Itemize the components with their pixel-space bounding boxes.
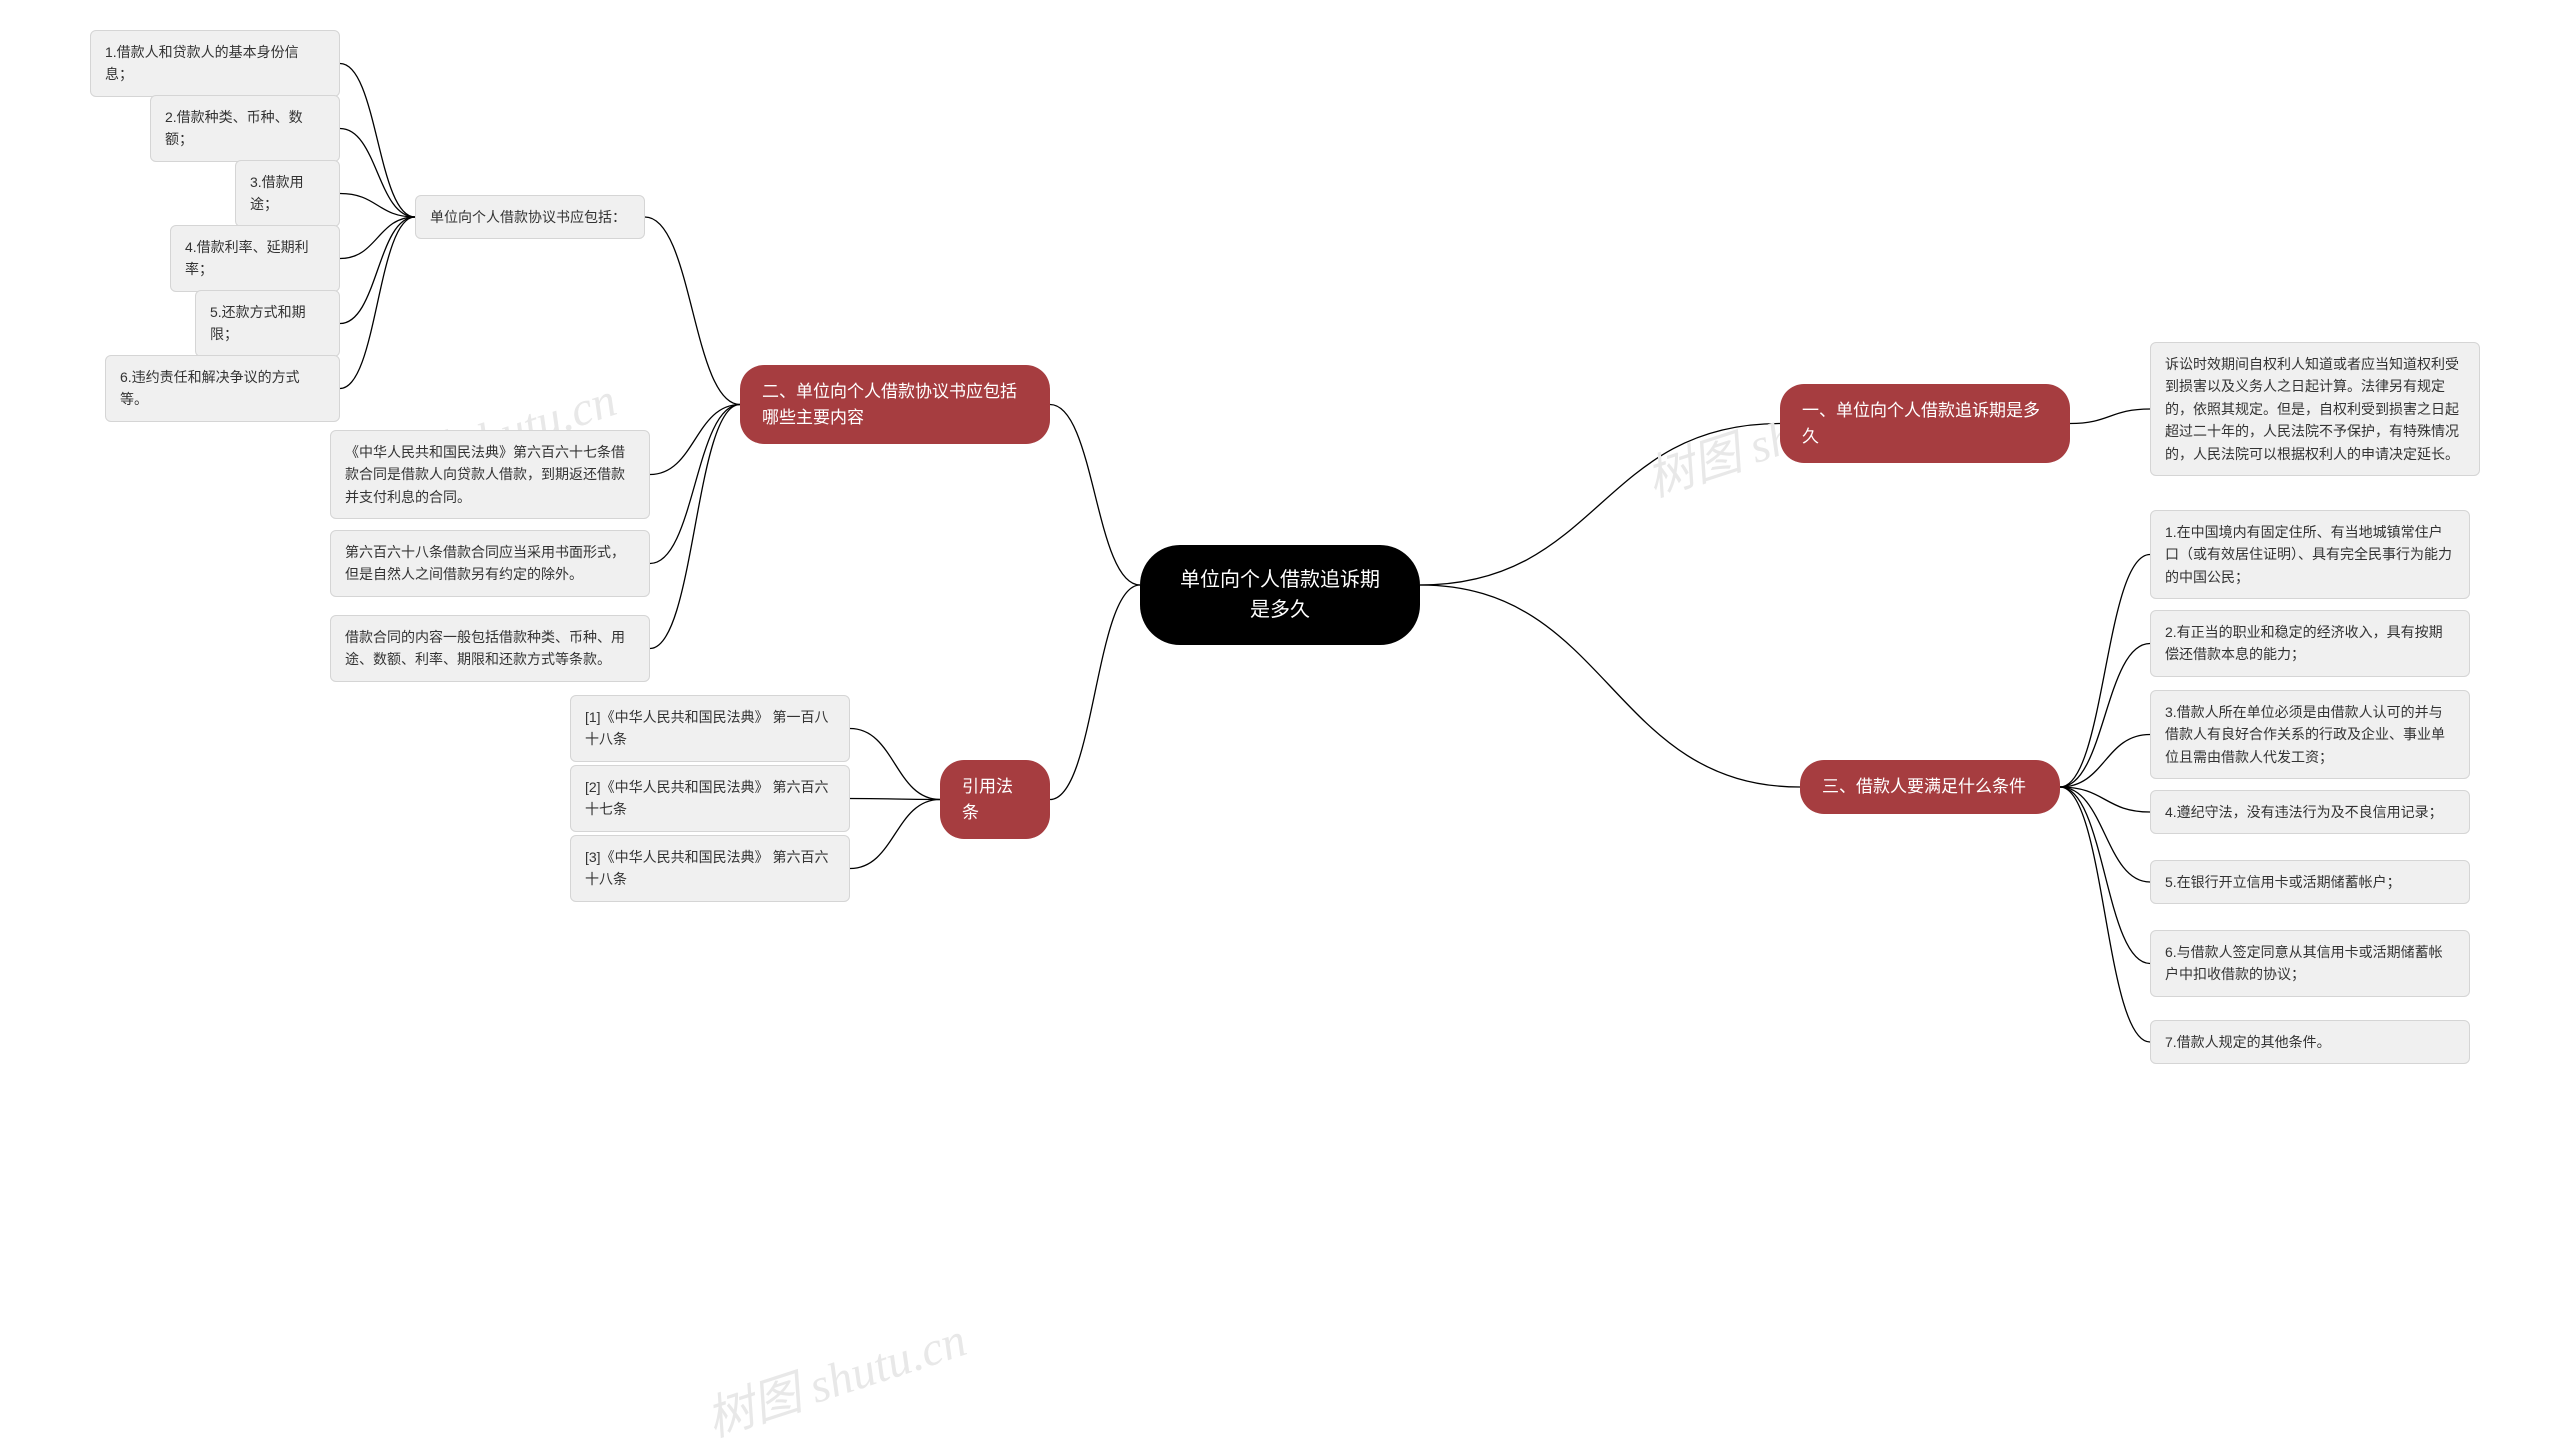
leaf-node[interactable]: 5.还款方式和期限； [195, 290, 340, 357]
leaf-node[interactable]: [1]《中华人民共和国民法典》 第一百八十八条 [570, 695, 850, 762]
leaf-node[interactable]: 单位向个人借款协议书应包括： [415, 195, 645, 239]
leaf-node[interactable]: 6.违约责任和解决争议的方式等。 [105, 355, 340, 422]
leaf-node[interactable]: 4.遵纪守法，没有违法行为及不良信用记录； [2150, 790, 2470, 834]
leaf-node[interactable]: 3.借款用途； [235, 160, 340, 227]
leaf-node[interactable]: 6.与借款人签定同意从其信用卡或活期储蓄帐户中扣收借款的协议； [2150, 930, 2470, 997]
leaf-node[interactable]: 第六百六十八条借款合同应当采用书面形式，但是自然人之间借款另有约定的除外。 [330, 530, 650, 597]
center-node[interactable]: 单位向个人借款追诉期是多久 [1140, 545, 1420, 645]
branch-node-b1[interactable]: 一、单位向个人借款追诉期是多久 [1780, 384, 2070, 463]
leaf-node[interactable]: 《中华人民共和国民法典》第六百六十七条借款合同是借款人向贷款人借款，到期返还借款… [330, 430, 650, 519]
branch-node-b4[interactable]: 引用法条 [940, 760, 1050, 839]
leaf-node[interactable]: 2.借款种类、币种、数额； [150, 95, 340, 162]
leaf-node[interactable]: 2.有正当的职业和稳定的经济收入，具有按期偿还借款本息的能力； [2150, 610, 2470, 677]
leaf-node[interactable]: 借款合同的内容一般包括借款种类、币种、用途、数额、利率、期限和还款方式等条款。 [330, 615, 650, 682]
leaf-node[interactable]: 1.在中国境内有固定住所、有当地城镇常住户口（或有效居住证明）、具有完全民事行为… [2150, 510, 2470, 599]
leaf-node[interactable]: 4.借款利率、延期利率； [170, 225, 340, 292]
leaf-node[interactable]: [3]《中华人民共和国民法典》 第六百六十八条 [570, 835, 850, 902]
leaf-node[interactable]: 3.借款人所在单位必须是由借款人认可的并与借款人有良好合作关系的行政及企业、事业… [2150, 690, 2470, 779]
branch-node-b2[interactable]: 二、单位向个人借款协议书应包括哪些主要内容 [740, 365, 1050, 444]
branch-node-b3[interactable]: 三、借款人要满足什么条件 [1800, 760, 2060, 814]
watermark: 树图 shutu.cn [696, 1300, 974, 1450]
leaf-node[interactable]: 7.借款人规定的其他条件。 [2150, 1020, 2470, 1064]
leaf-node[interactable]: 1.借款人和贷款人的基本身份信息； [90, 30, 340, 97]
leaf-node[interactable]: 5.在银行开立信用卡或活期储蓄帐户； [2150, 860, 2470, 904]
leaf-node[interactable]: [2]《中华人民共和国民法典》 第六百六十七条 [570, 765, 850, 832]
leaf-node[interactable]: 诉讼时效期间自权利人知道或者应当知道权利受到损害以及义务人之日起计算。法律另有规… [2150, 342, 2480, 476]
